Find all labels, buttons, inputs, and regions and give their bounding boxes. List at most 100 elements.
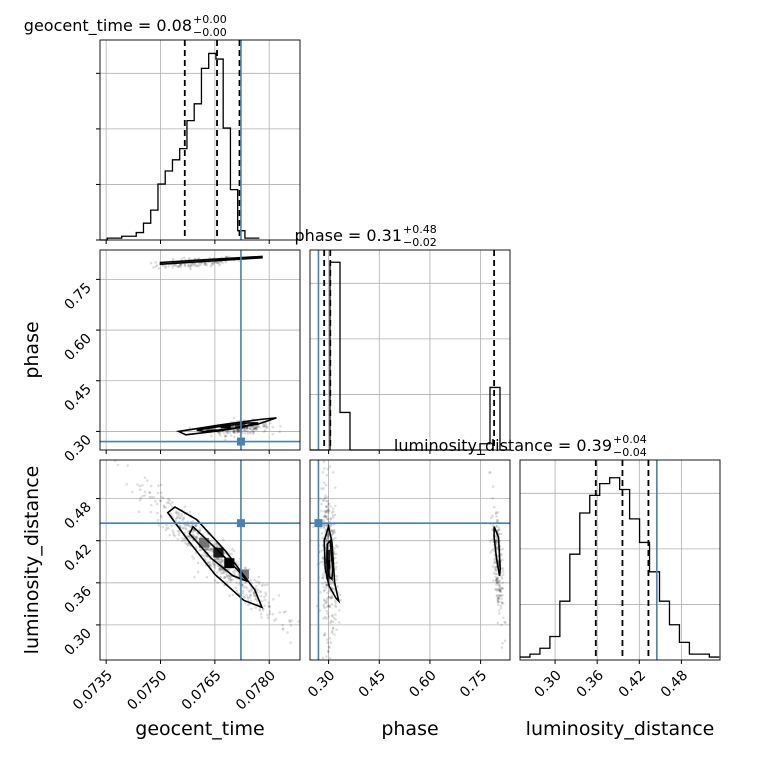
x-tick-label-luminosity_distance: 0.48 <box>658 668 691 701</box>
sample-point <box>252 592 256 595</box>
sample-point <box>258 607 262 610</box>
sample-point <box>334 552 338 556</box>
sample-point <box>496 588 500 591</box>
sample-point <box>334 565 338 569</box>
sample-point <box>326 517 330 521</box>
sample-point <box>246 432 250 435</box>
sample-point <box>500 601 503 604</box>
sample-point <box>233 435 236 439</box>
sample-point <box>231 547 234 551</box>
sample-point <box>256 588 260 591</box>
sample-point <box>167 501 171 505</box>
sample-point <box>497 579 501 583</box>
sample-point <box>228 573 231 577</box>
sample-point <box>197 257 201 260</box>
sample-point <box>213 579 217 582</box>
sample-point <box>497 528 501 532</box>
sample-point <box>204 554 207 557</box>
axes-frame-phase-vs-luminosity_distance <box>309 459 511 661</box>
sample-point <box>331 531 335 535</box>
sample-point <box>336 585 340 588</box>
x-tick-label-phase: 0.45 <box>356 668 389 701</box>
sample-point <box>494 567 497 570</box>
sample-point <box>492 505 496 509</box>
sample-point <box>496 576 500 579</box>
sample-point <box>268 605 271 609</box>
sample-point <box>232 425 235 428</box>
sample-point <box>491 538 494 541</box>
sample-point <box>194 524 198 528</box>
sample-point <box>497 600 501 604</box>
sample-point <box>325 617 328 620</box>
sample-point <box>183 264 187 268</box>
sample-point <box>191 530 195 533</box>
sample-point <box>336 545 339 549</box>
sample-point <box>228 594 231 598</box>
sample-point <box>235 581 238 584</box>
sample-point <box>171 265 174 269</box>
sample-point <box>320 509 323 513</box>
sample-point <box>178 531 181 534</box>
sample-point <box>254 584 258 588</box>
sample-point <box>329 596 333 600</box>
sample-point <box>146 479 149 482</box>
sample-point <box>220 572 223 575</box>
title-phase: phase = 0.31 +0.48−0.02 <box>295 223 437 249</box>
sample-point <box>497 526 501 529</box>
sample-point <box>130 490 134 494</box>
title-sup-luminosity_distance: +0.04 <box>613 433 647 446</box>
sample-point <box>221 560 224 563</box>
sample-point <box>249 594 252 597</box>
sample-point <box>164 265 167 268</box>
plot-marks <box>96 39 721 664</box>
sample-point <box>237 592 241 596</box>
sample-point <box>324 515 327 518</box>
sample-point <box>178 525 182 528</box>
panel-content-phase-vs-luminosity_distance <box>310 455 510 660</box>
sample-point <box>321 455 324 458</box>
sample-point <box>252 427 256 431</box>
sample-point <box>491 565 495 568</box>
sample-point <box>495 572 498 576</box>
sample-point <box>182 538 186 541</box>
sample-point <box>245 426 249 429</box>
title-sub-luminosity_distance: −0.04 <box>613 446 647 459</box>
sample-point <box>194 536 198 539</box>
sample-point <box>149 261 153 265</box>
sample-point <box>209 565 213 568</box>
sample-point <box>321 556 324 560</box>
sample-point <box>249 430 252 434</box>
sample-point <box>496 603 500 606</box>
sample-point <box>325 517 329 521</box>
sample-point <box>324 528 327 532</box>
x-axis-label-luminosity_distance: luminosity_distance <box>526 718 715 740</box>
sample-point <box>179 263 182 267</box>
sample-point <box>323 514 327 517</box>
sample-point <box>173 534 177 538</box>
sample-point <box>322 460 326 464</box>
sample-point <box>199 548 203 552</box>
sample-point <box>494 575 497 579</box>
sample-point <box>179 265 183 269</box>
sample-point <box>321 656 325 660</box>
sample-point <box>324 496 327 500</box>
sample-point <box>281 623 284 627</box>
sample-point <box>255 599 259 603</box>
sample-point <box>236 429 240 432</box>
sample-point <box>253 426 257 430</box>
sample-point <box>329 582 333 586</box>
sample-point <box>181 518 185 522</box>
sample-point <box>271 432 275 436</box>
sample-point <box>323 615 327 619</box>
sample-point <box>244 567 248 570</box>
sample-point <box>290 619 293 622</box>
sample-point <box>492 547 496 551</box>
sample-point <box>168 533 171 537</box>
sample-point <box>171 501 174 504</box>
sample-point <box>495 540 498 544</box>
sample-point <box>195 263 198 267</box>
sample-point <box>217 432 221 435</box>
sample-point <box>177 265 180 268</box>
sample-point <box>190 264 193 267</box>
sample-point <box>234 561 238 564</box>
